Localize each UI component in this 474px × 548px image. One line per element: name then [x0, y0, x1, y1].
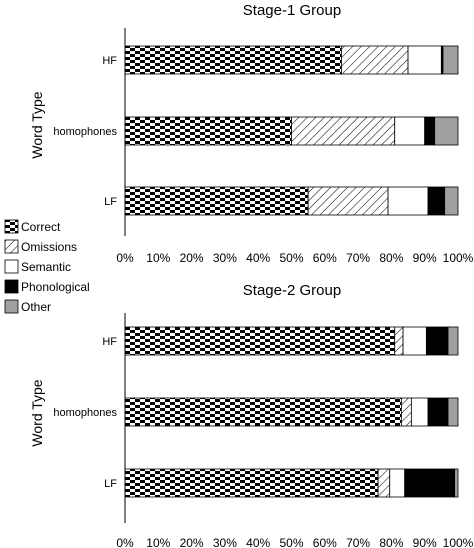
bar-segment-semantic [394, 116, 426, 146]
x-tick-label: 90% [413, 251, 437, 265]
stage-2-chart: Stage-2 Group Word Type HF homophones LF 0… [29, 282, 474, 548]
x-tick-label: 0% [116, 536, 134, 548]
bar-segment-other [447, 397, 459, 427]
bar-segment-semantic [387, 186, 429, 216]
category-label: HF [102, 336, 117, 348]
bar-segment-omissions [400, 397, 412, 427]
y-axis-label: Word Type [29, 379, 45, 446]
legend-label: Phonological [21, 280, 90, 294]
x-tick-label: 70% [346, 251, 370, 265]
x-tick-label: 20% [180, 251, 204, 265]
category-label: homophones [53, 126, 117, 138]
x-tick-label: 60% [313, 251, 337, 265]
legend-label: Correct [21, 220, 61, 234]
x-tick-label: 40% [246, 536, 270, 548]
bar-segment-semantic [410, 397, 429, 427]
x-tick-label: 80% [379, 251, 403, 265]
legend-label: Omissions [21, 240, 77, 254]
x-tick-label: 30% [213, 251, 237, 265]
y-axis-label: Word Type [29, 91, 45, 158]
chart-title: Stage-1 Group [243, 2, 341, 19]
x-tick-label: 80% [379, 536, 403, 548]
bar-segment-phonological [425, 326, 449, 356]
bar-segment-other [444, 186, 459, 216]
bar-segment-omissions [394, 326, 404, 356]
bar-segment-semantic [389, 468, 406, 498]
x-tick-label: 10% [146, 536, 170, 548]
bar-segment-correct [124, 116, 292, 146]
x-tick-label: 50% [279, 251, 303, 265]
x-tick-label: 100% [443, 536, 474, 548]
bar-segment-phonological [404, 468, 456, 498]
legend-swatch-other [4, 299, 19, 314]
x-tick-label: 70% [346, 536, 370, 548]
bar-segment-correct [124, 326, 396, 356]
x-tick-label: 100% [443, 251, 474, 265]
category-label: HF [102, 55, 117, 67]
legend-swatch-omissions [4, 239, 19, 254]
bar-segment-omissions [341, 45, 409, 75]
bar-segment-correct [124, 186, 309, 216]
bar-segment-phonological [427, 397, 449, 427]
bar-segment-omissions [307, 186, 389, 216]
stage-1-chart: Stage-1 Group Word Type HF homophones LF 0… [29, 2, 474, 265]
bar-segment-correct [124, 45, 342, 75]
bar-segment-omissions [291, 116, 396, 146]
bar-segment-phonological [427, 186, 446, 216]
legend-swatch-phonological [4, 279, 19, 294]
x-tick-label: 40% [246, 251, 270, 265]
legend-label: Other [21, 300, 51, 314]
x-tick-label: 10% [146, 251, 170, 265]
bar-segment-other [454, 468, 459, 498]
category-label: homophones [53, 407, 117, 419]
legend-swatch-correct [4, 219, 19, 234]
legend-label: Semantic [21, 260, 71, 274]
bar-segment-semantic [407, 45, 442, 75]
x-tick-label: 30% [213, 536, 237, 548]
legend-swatch-semantic [4, 259, 19, 274]
category-label: LF [104, 196, 117, 208]
bar-segment-semantic [402, 326, 427, 356]
bar-segment-other [447, 326, 459, 356]
bar-segment-phonological [424, 116, 436, 146]
bar-segment-correct [124, 397, 402, 427]
bar-segment-omissions [377, 468, 391, 498]
x-tick-label: 0% [116, 251, 134, 265]
bar-segment-other [434, 116, 459, 146]
x-tick-label: 20% [180, 536, 204, 548]
legend: Correct Omissions Semantic Phonological Othe… [4, 219, 90, 314]
bar-segment-other [442, 45, 459, 75]
x-tick-label: 90% [413, 536, 437, 548]
chart-title: Stage-2 Group [243, 282, 341, 299]
bar-segment-correct [124, 468, 379, 498]
x-tick-label: 60% [313, 536, 337, 548]
category-label: LF [104, 478, 117, 490]
x-tick-label: 50% [279, 536, 303, 548]
